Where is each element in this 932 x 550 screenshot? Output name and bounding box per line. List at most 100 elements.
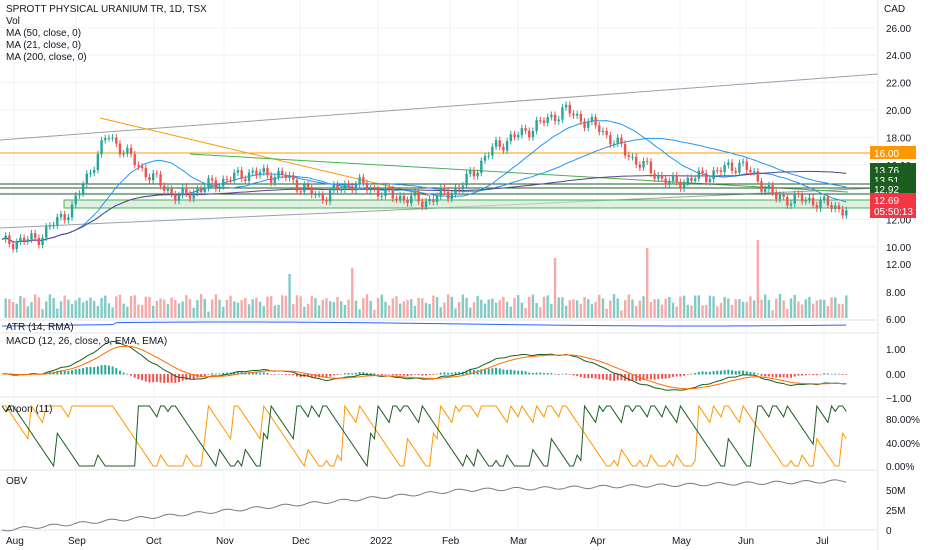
volume-bar <box>664 298 667 318</box>
aroon-tick: 80.00% <box>886 415 920 426</box>
candle-body <box>15 241 18 250</box>
macd-histogram-bar <box>406 374 409 377</box>
volume-bar <box>830 297 833 318</box>
volume-bar <box>26 306 30 318</box>
candle-body <box>502 146 505 151</box>
macd-histogram-bar <box>546 373 549 375</box>
volume-bar <box>623 300 627 318</box>
candle-body <box>214 180 218 189</box>
candle-body <box>188 193 192 199</box>
candle-body <box>631 156 634 158</box>
volume-bar <box>760 299 763 318</box>
candle-body <box>800 194 804 202</box>
volume-bar <box>288 274 291 318</box>
volume-bar <box>513 297 516 318</box>
candle-body <box>590 117 594 122</box>
candle-body <box>159 174 162 186</box>
candle-body <box>406 200 409 204</box>
candle-body <box>37 237 41 245</box>
macd-histogram-bar <box>845 374 848 375</box>
volume-bar <box>354 300 358 318</box>
volume-bar <box>579 303 583 318</box>
macd-histogram-bar <box>506 369 509 375</box>
volume-bar <box>745 301 748 318</box>
volume-bar <box>395 296 398 318</box>
time-axis[interactable]: Aug Sep Oct Nov Dec 2022 Feb Mar Apr May Jun Jul <box>6 536 829 547</box>
macd-histogram-bar <box>203 374 206 377</box>
macd-histogram-bar <box>122 372 125 375</box>
volume-bar <box>251 299 254 318</box>
candle-body <box>465 173 468 186</box>
macd-histogram-bar <box>155 374 158 382</box>
candle-body <box>11 244 15 250</box>
macd-histogram-bar <box>421 374 424 376</box>
macd-histogram-bar <box>778 374 781 378</box>
volume-bar <box>100 297 103 318</box>
volume-bar <box>258 301 262 318</box>
macd-histogram-bar <box>483 368 486 375</box>
volume-bar <box>284 295 288 318</box>
macd-histogram-bar <box>727 369 730 375</box>
candle-body <box>782 194 785 197</box>
macd-histogram-bar <box>100 365 103 375</box>
volume-bar <box>712 296 715 318</box>
macd-histogram-bar <box>133 374 136 378</box>
candle-body <box>181 187 184 196</box>
volume-bar <box>668 296 671 318</box>
macd-histogram-bar <box>738 370 741 375</box>
candle-body <box>690 177 693 182</box>
macd-histogram-bar <box>653 374 656 380</box>
time-tick: May <box>672 536 691 547</box>
macd-histogram-bar <box>701 371 704 375</box>
macd-histogram-bar <box>233 371 236 375</box>
macd-histogram-bar <box>273 374 276 375</box>
volume-bar <box>502 296 505 318</box>
macd-histogram-bar <box>495 367 498 375</box>
volume-bar <box>159 298 162 318</box>
volume-bar <box>37 297 41 318</box>
volume-bar <box>203 298 206 318</box>
candle-body <box>340 189 343 191</box>
macd-histogram-bar <box>535 372 538 375</box>
candle-body <box>605 130 608 136</box>
volume-bar <box>63 295 66 318</box>
candle-body <box>697 170 701 179</box>
volume-bar <box>601 298 605 318</box>
legend-ma200: MA (200, close, 0) <box>6 52 87 63</box>
candle-body <box>811 197 815 206</box>
candle-body <box>22 237 26 242</box>
candle-body <box>719 170 723 173</box>
volume-bar <box>8 299 11 318</box>
price-axis[interactable]: 26.0024.0022.0020.0018.0016.0014.0012.00… <box>886 0 920 537</box>
candle-body <box>351 186 354 191</box>
macd-histogram-bar <box>561 373 564 375</box>
candle-body <box>170 188 173 195</box>
volume-bar <box>376 297 380 318</box>
candle-body <box>469 170 472 174</box>
volume-bar <box>107 303 111 318</box>
volume-bar <box>649 301 653 318</box>
candle-body <box>317 194 321 196</box>
macd-histogram-bar <box>797 374 800 376</box>
candle-body <box>89 172 92 174</box>
volume-bar <box>89 297 92 318</box>
volume-bar <box>336 296 339 318</box>
aroon-down-line <box>1 404 847 468</box>
price-tick: 18.00 <box>886 133 911 144</box>
macd-histogram-bar <box>310 374 313 378</box>
macd-histogram-bar <box>557 374 560 375</box>
volume-bar <box>542 296 546 318</box>
candle-body <box>402 195 406 201</box>
volume-bar <box>391 298 395 318</box>
candle-body <box>413 192 417 196</box>
macd-histogram-bar <box>716 370 719 375</box>
macd-histogram-bar <box>598 374 601 380</box>
macd-histogram-bar <box>480 369 483 375</box>
candle-body <box>115 137 118 144</box>
candle-body <box>760 181 763 192</box>
candle-body <box>233 172 236 181</box>
candle-body <box>104 138 107 141</box>
volume-bar <box>797 301 800 318</box>
macd-histogram-bar <box>517 370 520 375</box>
macd-histogram-bar <box>104 364 107 375</box>
